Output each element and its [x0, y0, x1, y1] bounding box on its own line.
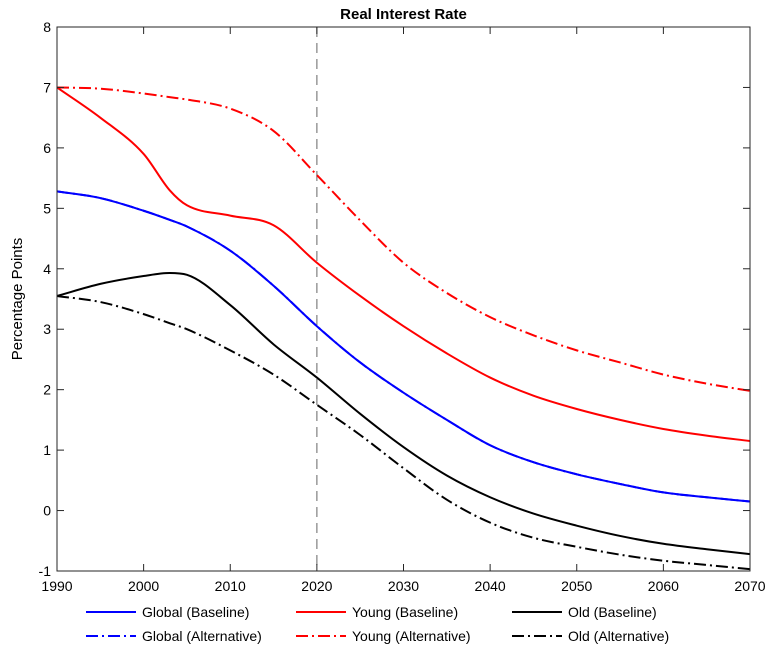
x-tick-label-2020: 2020: [301, 578, 332, 594]
x-tick-label-2050: 2050: [561, 578, 592, 594]
y-tick-label-5: 5: [43, 200, 51, 216]
legend-label-old-alternative: Old (Alternative): [568, 628, 669, 644]
y-tick-label-6: 6: [43, 140, 51, 156]
x-tick-label-2070: 2070: [734, 578, 765, 594]
x-tick-label-2060: 2060: [648, 578, 679, 594]
series-line-young-baseline: [56, 86, 751, 443]
x-tick-label-2000: 2000: [128, 578, 159, 594]
legend-label-old-baseline: Old (Baseline): [568, 604, 657, 620]
y-tick-label-4: 4: [43, 261, 51, 277]
y-tick-label-8: 8: [43, 19, 51, 35]
x-tick-label-2030: 2030: [388, 578, 419, 594]
x-tick-label-1990: 1990: [41, 578, 72, 594]
y-tick-label-2: 2: [43, 382, 51, 398]
legend-label-global-alternative: Global (Alternative): [142, 628, 262, 644]
legend-label-global-baseline: Global (Baseline): [142, 604, 249, 620]
legend-label-young-alternative: Young (Alternative): [352, 628, 471, 644]
y-tick-label--1: -1: [39, 563, 52, 579]
series-line-young-alternative: [56, 86, 751, 392]
y-tick-label-7: 7: [43, 79, 51, 95]
y-tick-label-3: 3: [43, 321, 51, 337]
y-axis-title: Percentage Points: [9, 238, 26, 361]
series-line-old-baseline: [56, 272, 751, 556]
x-tick-label-2040: 2040: [475, 578, 506, 594]
x-tick-label-2010: 2010: [215, 578, 246, 594]
series-line-global-baseline: [56, 190, 751, 503]
y-tick-label-0: 0: [43, 503, 51, 519]
y-tick-label-1: 1: [43, 442, 51, 458]
chart-title: Real Interest Rate: [340, 6, 467, 23]
series-line-old-alternative: [56, 294, 751, 571]
legend-label-young-baseline: Young (Baseline): [352, 604, 458, 620]
series-line-global-alternative: [56, 190, 751, 503]
